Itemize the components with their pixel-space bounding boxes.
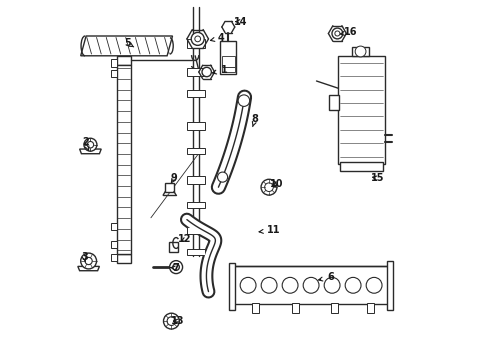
Bar — [366, 303, 373, 313]
Circle shape — [334, 31, 339, 36]
Text: 12: 12 — [178, 234, 191, 244]
Bar — [186, 122, 204, 130]
Bar — [251, 303, 258, 313]
Bar — [169, 242, 178, 252]
Bar — [386, 261, 392, 310]
Circle shape — [331, 28, 342, 39]
Bar — [165, 183, 174, 192]
Bar — [186, 68, 204, 76]
Polygon shape — [78, 266, 99, 271]
Bar — [229, 263, 234, 310]
Circle shape — [191, 32, 204, 45]
Bar — [186, 90, 204, 97]
Bar — [186, 148, 204, 154]
Circle shape — [169, 261, 182, 274]
Bar — [339, 162, 382, 171]
Polygon shape — [80, 149, 101, 154]
Text: 16: 16 — [340, 27, 357, 37]
Circle shape — [264, 183, 273, 192]
Bar — [186, 176, 204, 184]
Text: 2: 2 — [82, 137, 89, 150]
Text: 11: 11 — [259, 225, 280, 235]
Circle shape — [84, 138, 97, 151]
Circle shape — [217, 172, 227, 182]
Circle shape — [238, 95, 249, 107]
Bar — [222, 67, 234, 72]
Circle shape — [261, 179, 276, 195]
Circle shape — [85, 257, 92, 265]
Circle shape — [282, 277, 297, 293]
Circle shape — [345, 277, 360, 293]
Bar — [117, 56, 131, 65]
Text: 15: 15 — [370, 173, 384, 183]
Circle shape — [303, 277, 318, 293]
Text: 13: 13 — [171, 316, 184, 326]
Circle shape — [87, 141, 94, 148]
Bar — [111, 241, 117, 248]
Text: 9: 9 — [171, 173, 177, 183]
Bar — [351, 47, 368, 56]
Text: 7: 7 — [170, 263, 179, 273]
Circle shape — [366, 277, 381, 293]
Text: 8: 8 — [251, 114, 258, 127]
Text: 4: 4 — [210, 33, 224, 43]
Text: 10: 10 — [269, 179, 283, 189]
Text: 6: 6 — [318, 272, 334, 282]
Bar — [117, 254, 131, 263]
Bar — [111, 254, 117, 261]
Circle shape — [81, 253, 96, 269]
Circle shape — [240, 277, 256, 293]
Polygon shape — [81, 36, 172, 56]
Circle shape — [261, 277, 277, 293]
Circle shape — [194, 36, 200, 42]
Circle shape — [354, 46, 365, 57]
Bar — [186, 227, 204, 234]
Text: 5: 5 — [124, 38, 133, 48]
Bar — [111, 70, 117, 77]
Bar — [233, 266, 387, 304]
Text: 14: 14 — [234, 17, 247, 27]
Bar — [186, 202, 204, 208]
Bar — [330, 303, 337, 313]
Bar — [337, 56, 384, 164]
Bar — [186, 39, 204, 48]
Circle shape — [202, 67, 211, 77]
Bar — [111, 59, 117, 67]
Text: 1: 1 — [212, 65, 227, 75]
Bar — [291, 303, 299, 313]
Circle shape — [324, 277, 339, 293]
Circle shape — [167, 317, 175, 325]
Text: 3: 3 — [81, 252, 87, 262]
Bar — [220, 41, 236, 74]
Bar — [328, 95, 339, 110]
Circle shape — [163, 313, 179, 329]
Bar — [222, 56, 234, 67]
Bar — [111, 223, 117, 230]
Bar — [117, 65, 131, 254]
Bar — [186, 249, 204, 255]
